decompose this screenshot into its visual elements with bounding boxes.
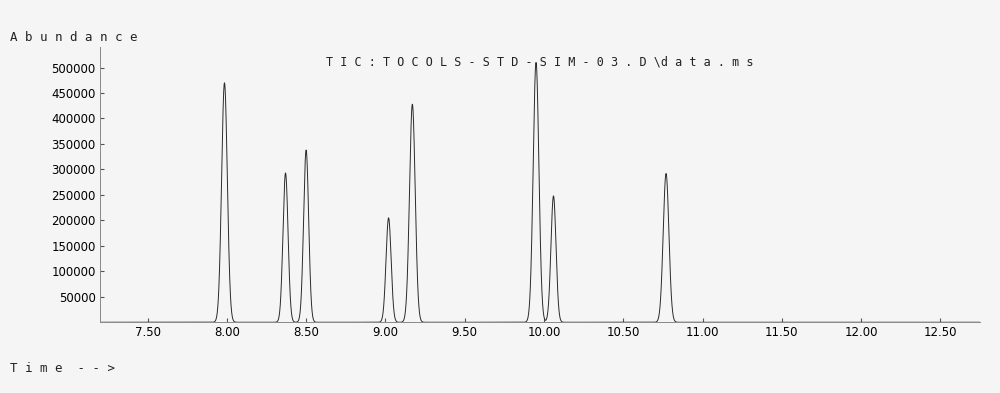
Text: A b u n d a n c e: A b u n d a n c e [10, 31, 138, 44]
Text: T I C : T O C O L S - S T D - S I M - 0 3 . D \d a t a . m s: T I C : T O C O L S - S T D - S I M - 0 … [326, 55, 754, 68]
Text: T i m e  - - >: T i m e - - > [10, 362, 115, 375]
